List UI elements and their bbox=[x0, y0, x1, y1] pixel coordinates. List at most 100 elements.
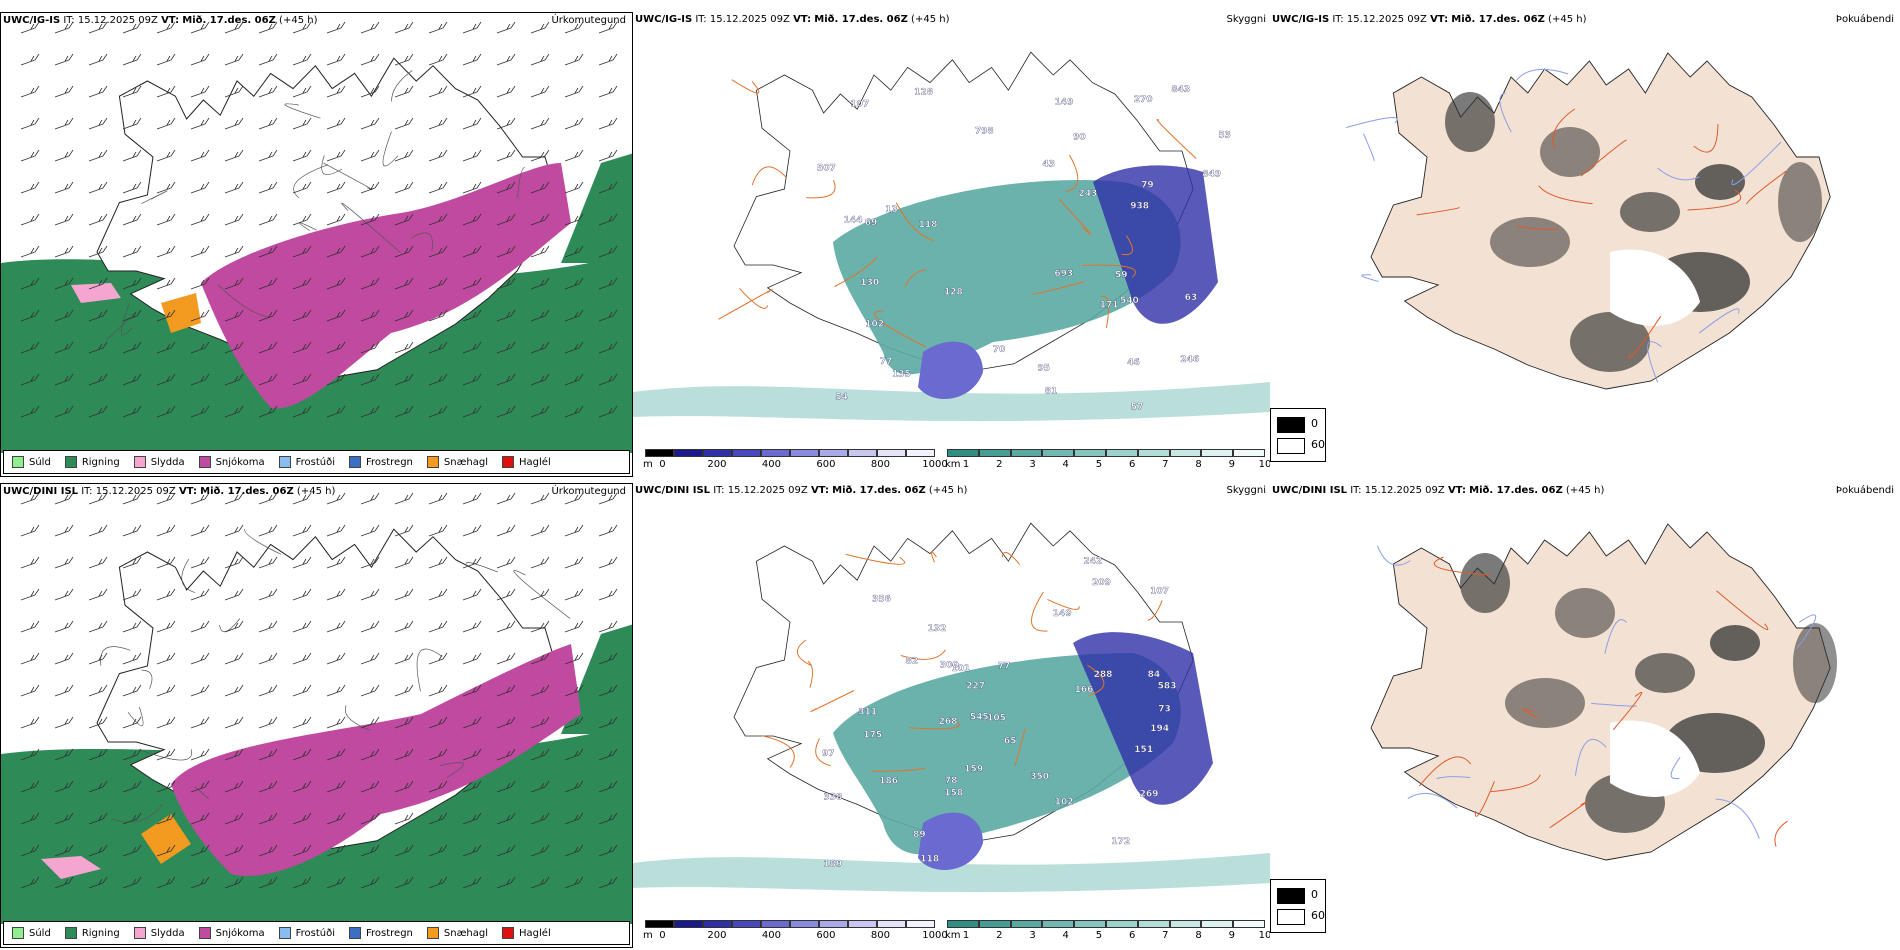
wind-barb bbox=[122, 780, 142, 793]
wind-barb bbox=[258, 620, 278, 633]
road-line bbox=[1032, 281, 1085, 295]
cloud-base-label: 132 bbox=[928, 624, 947, 634]
cloud-base-label: 175 bbox=[863, 731, 882, 741]
wind-barb bbox=[598, 748, 618, 761]
wind-barb bbox=[326, 405, 346, 418]
snow-area bbox=[201, 163, 571, 409]
wind-barb bbox=[428, 341, 448, 354]
wind-barb bbox=[564, 181, 584, 194]
wind-barb bbox=[190, 117, 210, 130]
wind-barb bbox=[360, 684, 380, 697]
colorbar-segment bbox=[1169, 920, 1202, 928]
wind-barb bbox=[462, 405, 482, 418]
terrain-contour bbox=[111, 803, 163, 823]
wind-barb bbox=[20, 85, 40, 98]
no-fog-area bbox=[1610, 720, 1700, 797]
cloud-base-label: 81 bbox=[1045, 386, 1058, 396]
wind-barb bbox=[394, 149, 414, 162]
legend-label: Rigning bbox=[81, 456, 120, 468]
wind-barb bbox=[428, 149, 448, 162]
fog-area bbox=[1710, 625, 1760, 661]
wind-barb bbox=[530, 812, 550, 825]
lead-time: (+45 h) bbox=[911, 14, 950, 25]
wind-barb bbox=[360, 341, 380, 354]
wind-barb bbox=[292, 524, 312, 537]
road-line bbox=[1082, 264, 1136, 278]
road-line bbox=[871, 767, 926, 772]
wind-barb bbox=[326, 373, 346, 386]
wind-barb bbox=[462, 309, 482, 322]
wind-barb bbox=[326, 341, 346, 354]
cloud-base-label: 128 bbox=[944, 288, 963, 298]
wind-barb bbox=[462, 245, 482, 258]
wind-barb bbox=[530, 556, 550, 569]
wind-barb bbox=[496, 716, 516, 729]
wind-barb bbox=[54, 620, 74, 633]
fog-legend: 0 60 bbox=[1270, 879, 1326, 933]
wind-barbs bbox=[20, 21, 618, 418]
wind-barb bbox=[564, 492, 584, 505]
road-line bbox=[904, 268, 927, 287]
wind-barb bbox=[122, 844, 142, 857]
road-line bbox=[751, 166, 787, 186]
wind-barb bbox=[360, 373, 380, 386]
precip-type-panel: UWC/IG-IS IT: 15.12.2025 09Z VT: Mið. 17… bbox=[0, 12, 633, 477]
wind-barb bbox=[88, 588, 108, 601]
wind-barb bbox=[20, 277, 40, 290]
terrain-contour bbox=[181, 558, 196, 593]
road-line bbox=[731, 79, 760, 94]
cloud-base-colorbar: m 0 200 400 600 800 1000 bbox=[643, 920, 948, 944]
wind-barb bbox=[156, 117, 176, 130]
wind-barb bbox=[54, 716, 74, 729]
wind-barb bbox=[122, 309, 142, 322]
wind-barb bbox=[122, 245, 142, 258]
valid-time-label: VT: bbox=[1430, 14, 1449, 25]
cloud-base-label: 102 bbox=[1055, 797, 1074, 807]
road-line bbox=[1058, 198, 1091, 235]
wind-barb bbox=[496, 556, 516, 569]
wind-barb bbox=[428, 53, 448, 66]
wind-barb bbox=[326, 117, 346, 130]
wind-barb bbox=[360, 277, 380, 290]
wind-barb bbox=[292, 780, 312, 793]
road-line bbox=[1628, 315, 1662, 359]
wind-barb bbox=[88, 556, 108, 569]
colorbar-tick: 400 bbox=[761, 930, 781, 941]
wind-barb bbox=[564, 684, 584, 697]
init-time: 15.12.2025 09Z bbox=[95, 486, 176, 497]
wind-barb bbox=[224, 652, 244, 665]
wind-barb bbox=[394, 748, 414, 761]
cloud-base-label: 77 bbox=[998, 662, 1011, 672]
colorbar-segment bbox=[947, 449, 979, 457]
wind-barb bbox=[54, 373, 74, 386]
wind-barb bbox=[292, 85, 312, 98]
wind-barb bbox=[88, 716, 108, 729]
cloud-base-label: 311 bbox=[858, 707, 877, 717]
wind-barb bbox=[496, 309, 516, 322]
wind-barb bbox=[462, 844, 482, 857]
cloud-base-area bbox=[1073, 632, 1213, 805]
wind-barb bbox=[88, 748, 108, 761]
colorbar-segment bbox=[1233, 920, 1265, 928]
road-line bbox=[1121, 235, 1133, 256]
wind-barb bbox=[88, 812, 108, 825]
wind-barb bbox=[394, 812, 414, 825]
legend-swatch bbox=[426, 927, 439, 939]
cloud-base-label: 151 bbox=[1134, 745, 1153, 755]
wind-barb bbox=[394, 876, 414, 889]
wind-barb bbox=[428, 21, 448, 34]
cloud-base-label: 69 bbox=[865, 218, 878, 228]
terrain-contour bbox=[382, 131, 399, 167]
wind-barb bbox=[258, 716, 278, 729]
panel-header: UWC/IG-IS IT: 15.12.2025 09Z VT: Mið. 17… bbox=[635, 14, 949, 25]
wind-barb bbox=[224, 524, 244, 537]
wind-barb bbox=[224, 405, 244, 418]
wind-barb bbox=[292, 277, 312, 290]
wind-barb bbox=[20, 213, 40, 226]
wind-barb bbox=[564, 117, 584, 130]
road-line bbox=[1156, 118, 1197, 159]
legend-item: Frostregn bbox=[349, 456, 413, 468]
wind-barb bbox=[224, 876, 244, 889]
wind-barb bbox=[54, 245, 74, 258]
fog-area bbox=[1445, 92, 1495, 152]
